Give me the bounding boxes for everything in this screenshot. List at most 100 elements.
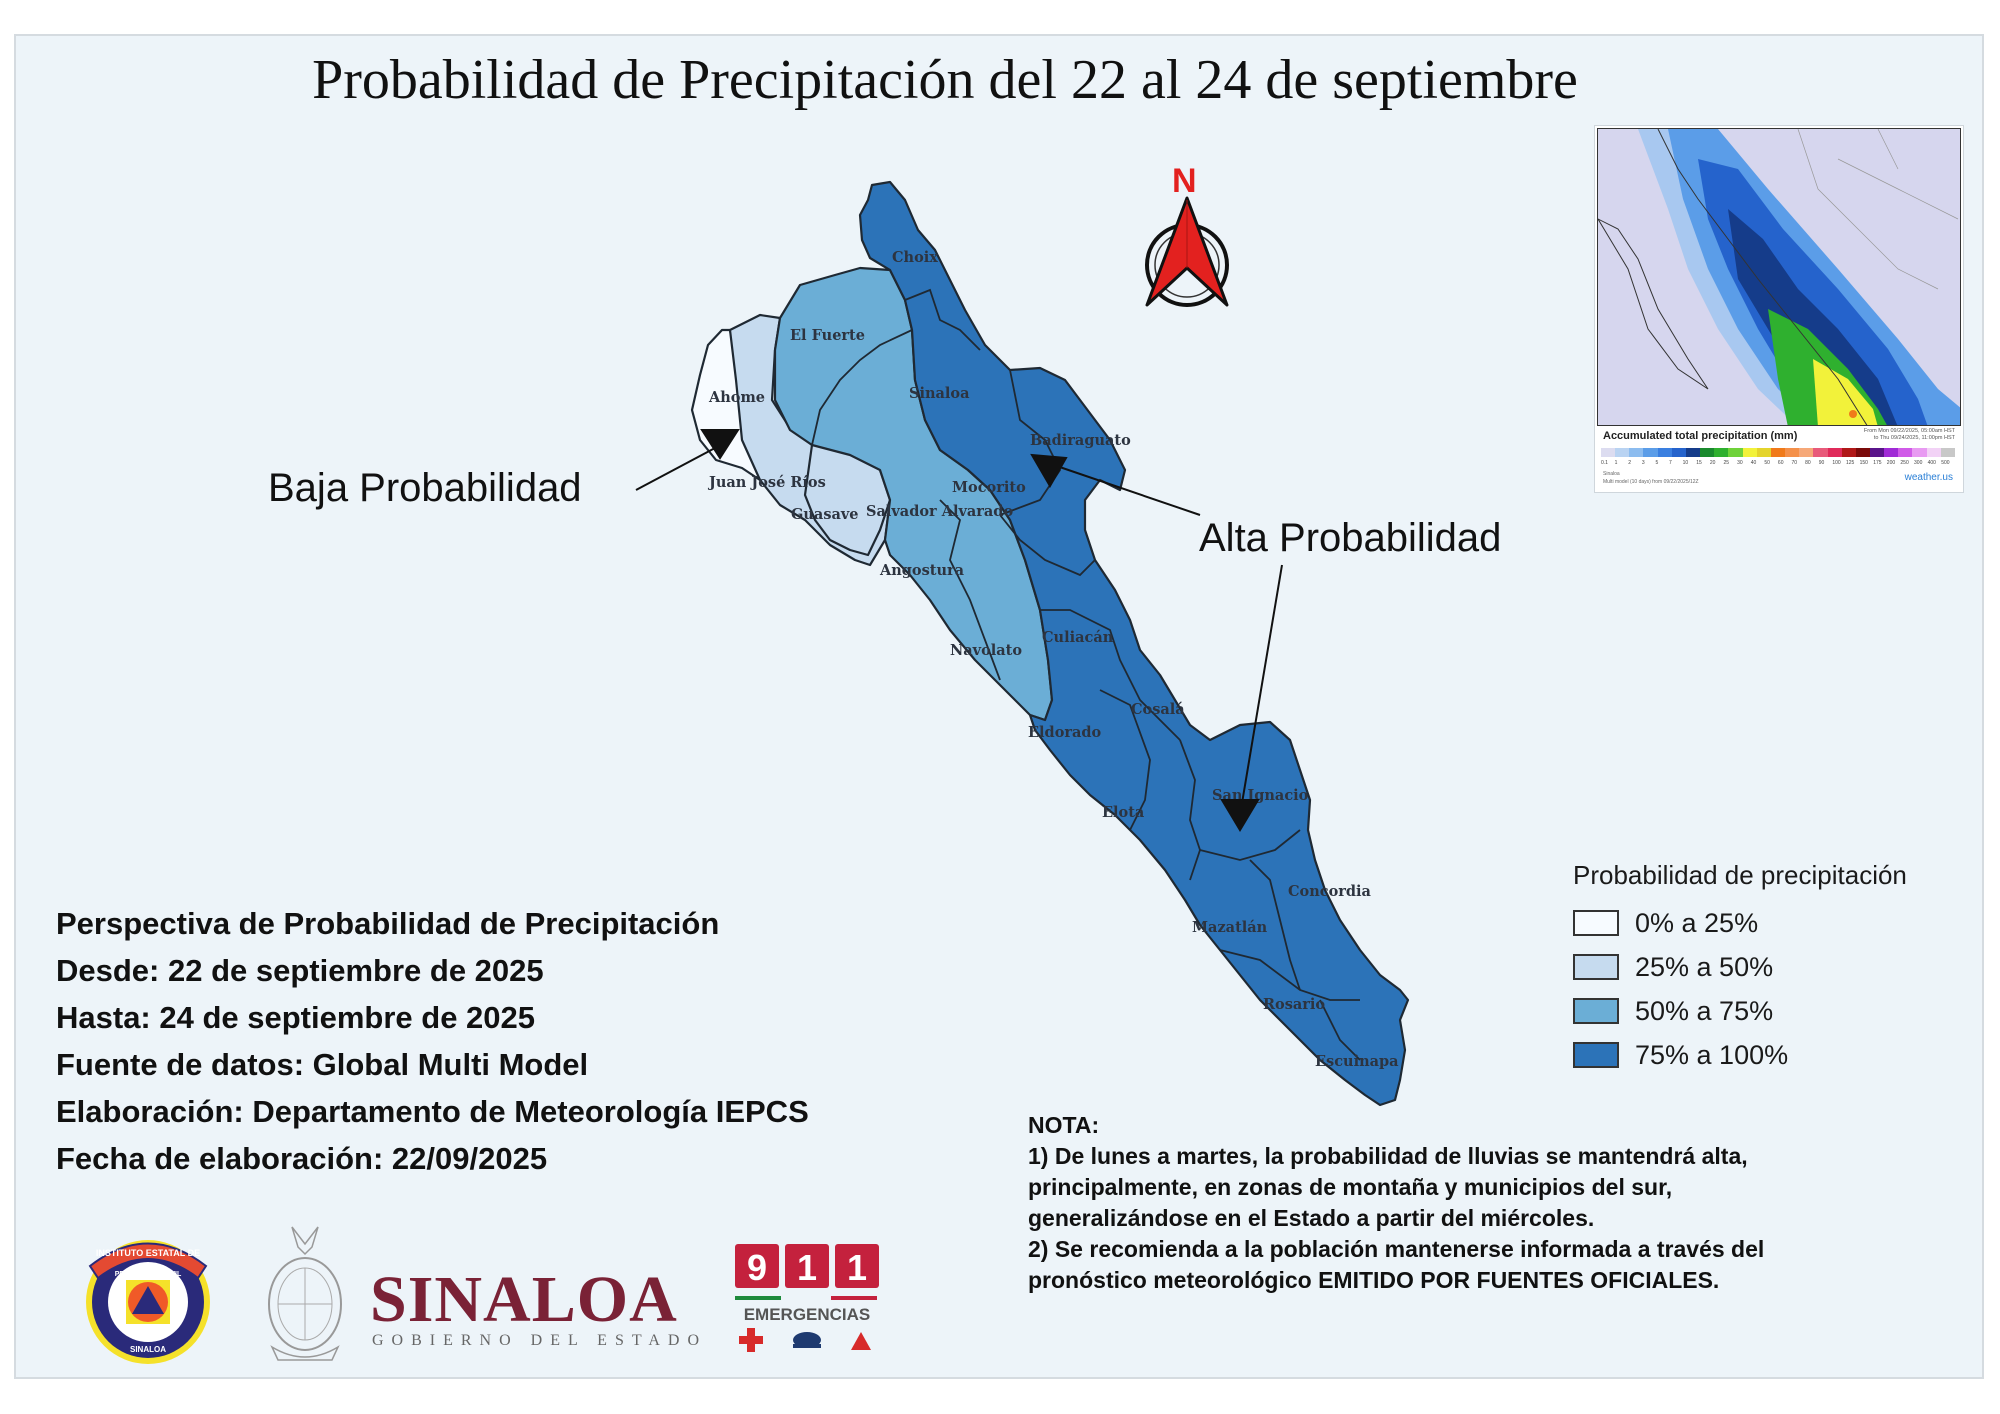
scale-swatch <box>1912 448 1927 457</box>
scale-swatch <box>1799 448 1814 457</box>
legend: Probabilidad de precipitación 0% a 25% 2… <box>1573 860 1907 1077</box>
nota-block: NOTA: 1) De lunes a martes, la probabili… <box>1028 1110 1764 1296</box>
info-heading: Perspectiva de Probabilidad de Precipita… <box>56 906 720 941</box>
inset-date-range: From Mon 09/22/2025, 05:00am HST to Thu … <box>1864 428 1955 442</box>
gobierno-subtitle: GOBIERNO DEL ESTADO <box>372 1332 707 1349</box>
inset-brand: weather.us <box>1904 472 1953 483</box>
logo-pc-middle: PROTECCION CIVIL <box>115 1271 182 1278</box>
info-hasta: Hasta: 24 de septiembre de 2025 <box>56 1000 536 1035</box>
scale-swatch <box>1940 448 1955 457</box>
inset-title: Accumulated total precipitation (mm) <box>1603 430 1798 442</box>
scale-tick: 50 <box>1764 460 1770 466</box>
legend-item: 50% a 75% <box>1573 989 1907 1033</box>
label-sinaloa: Sinaloa <box>909 385 970 402</box>
north-label: N <box>1172 162 1197 200</box>
inset-map-image <box>1597 128 1961 426</box>
scale-swatch <box>1869 448 1885 457</box>
info-fuente: Fuente de datos: Global Multi Model <box>56 1047 589 1082</box>
inset-precipitation-map: Accumulated total precipitation (mm) Fro… <box>1594 125 1964 493</box>
legend-swatch <box>1573 954 1619 980</box>
annotation-low-probability: Baja Probabilidad <box>268 466 582 510</box>
scale-tick: 5 <box>1655 460 1659 466</box>
scale-swatch <box>1742 448 1757 457</box>
scale-tick: 1 <box>1614 460 1618 466</box>
nota-line: 2) Se recomienda a la población mantener… <box>1028 1236 1765 1262</box>
scale-swatch <box>1855 448 1870 457</box>
info-elaboracion: Elaboración: Departamento de Meteorologí… <box>56 1094 809 1129</box>
label-mocorito: Mocorito <box>952 479 1026 496</box>
scale-swatch <box>1700 448 1715 457</box>
north-arrow-icon <box>1145 196 1229 307</box>
digit-9: 9 <box>747 1247 767 1288</box>
red-cross-icon <box>739 1328 763 1352</box>
gobierno-sinaloa-logo: SINALOA <box>370 1263 678 1336</box>
legend-swatch <box>1573 998 1619 1024</box>
label-navolato: Navolato <box>950 642 1022 659</box>
scale-tick: 200 <box>1886 460 1896 466</box>
legend-item: 75% a 100% <box>1573 1033 1907 1077</box>
label-badiraguato: Badiraguato <box>1030 432 1131 449</box>
info-block: Perspectiva de Probabilidad de Precipita… <box>56 900 809 1182</box>
scale-tick: 80 <box>1805 460 1811 466</box>
scale-swatch <box>1884 448 1899 457</box>
label-cosala: Cosalá <box>1131 701 1185 718</box>
emergencias-label: EMERGENCIAS <box>744 1305 871 1324</box>
scale-swatch <box>1714 448 1729 457</box>
emergencias-911-logo: 9 1 1 EMERGENCIAS <box>735 1244 879 1352</box>
nota-heading: NOTA: <box>1028 1112 1100 1138</box>
scale-swatch <box>1756 448 1771 457</box>
legend-label: 75% a 100% <box>1635 1039 1789 1070</box>
info-desde: Desde: 22 de septiembre de 2025 <box>56 953 544 988</box>
digit-1: 1 <box>797 1247 817 1288</box>
scale-swatch <box>1601 448 1616 457</box>
scale-swatch <box>1615 448 1630 457</box>
label-guasave: Guasave <box>791 506 859 523</box>
label-mazatlan: Mazatlán <box>1192 919 1268 936</box>
legend-label: 50% a 75% <box>1635 995 1774 1026</box>
legend-swatch <box>1573 1042 1619 1068</box>
annotation-high-probability: Alta Probabilidad <box>1199 516 1502 560</box>
legend-item: 0% a 25% <box>1573 901 1907 945</box>
fire-helmet-icon <box>851 1332 871 1350</box>
info-fecha: Fecha de elaboración: 22/09/2025 <box>56 1141 548 1176</box>
scale-swatch <box>1813 448 1828 457</box>
scale-tick: 25 <box>1723 460 1730 466</box>
scale-swatch <box>1841 448 1856 457</box>
state-coat-of-arms-icon <box>268 1226 342 1361</box>
scale-tick: 100 <box>1832 460 1841 466</box>
scale-tick: 7 <box>1669 460 1672 466</box>
digit-1b: 1 <box>847 1247 867 1288</box>
legend-item: 25% a 50% <box>1573 945 1907 989</box>
label-escuinapa: Escuinapa <box>1315 1053 1399 1070</box>
pointer-low-icon <box>700 429 740 460</box>
scale-tick: 90 <box>1818 460 1825 466</box>
scale-tick: 20 <box>1709 460 1716 466</box>
legend-label: 0% a 25% <box>1635 907 1759 938</box>
scale-swatch <box>1728 448 1743 457</box>
scale-tick: 250 <box>1900 460 1909 466</box>
inset-range-to: to Thu 09/24/2025, 11:00pm HST <box>1873 435 1955 441</box>
inset-range-from: From Mon 09/22/2025, 05:00am HST <box>1863 428 1955 434</box>
scale-tick: 0.1 <box>1601 460 1608 466</box>
nota-line: generalizándose en el Estado a partir de… <box>1028 1205 1595 1231</box>
legend-swatch <box>1573 910 1619 936</box>
scale-tick: 15 <box>1696 460 1702 466</box>
scale-swatch <box>1629 448 1644 457</box>
scale-swatch <box>1785 448 1800 457</box>
inset-region: Sinaloa <box>1603 471 1620 477</box>
scale-tick: 500 <box>1941 460 1950 466</box>
label-angostura: Angostura <box>879 562 965 579</box>
scale-tick: 400 <box>1927 460 1936 466</box>
label-concordia: Concordia <box>1288 883 1372 900</box>
logo-pc-bottom: SINALOA <box>130 1345 166 1354</box>
scale-tick: 2 <box>1628 460 1631 466</box>
pointer-high-north-icon <box>1030 453 1068 489</box>
proteccion-civil-logo: INSTITUTO ESTATAL DE PROTECCION CIVIL SI… <box>86 1240 210 1364</box>
scale-swatch <box>1643 448 1658 457</box>
legend-label: 25% a 50% <box>1635 951 1774 982</box>
scale-tick: 3 <box>1641 460 1645 466</box>
legend-title: Probabilidad de precipitación <box>1573 860 1907 890</box>
scale-swatch <box>1770 448 1786 457</box>
inset-color-scale <box>1601 448 1955 457</box>
